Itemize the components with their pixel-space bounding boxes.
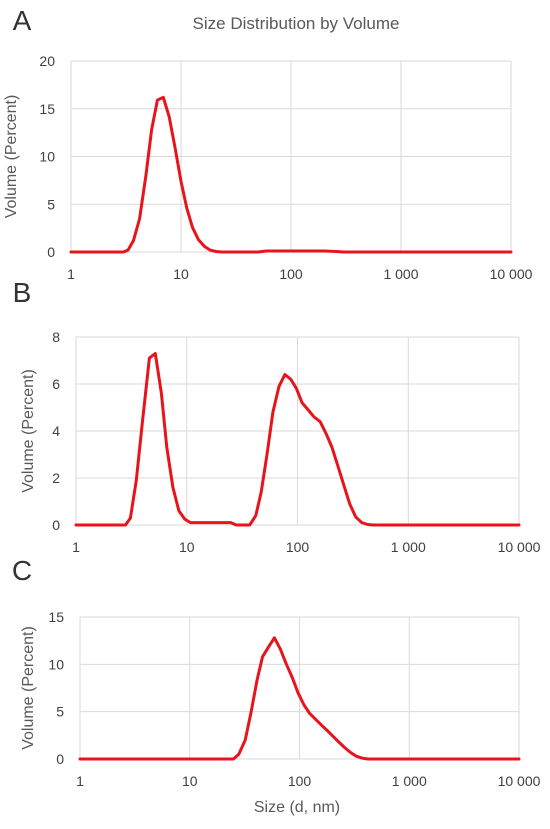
panel-c: C 0 5 10 15 1 10 100 1 000 10 000 Volume (Percent…: [12, 555, 541, 789]
panel-b-y-tick-label: 8: [52, 329, 60, 345]
panel-a-x-tick-label: 1 000: [383, 266, 418, 282]
panel-c-plot: 0 5 10 15 1 10 100 1 000 10 000 Volume (Percent): [20, 609, 541, 789]
panel-a-y-tick-label: 15: [39, 101, 55, 117]
panel-b-x-tick-label: 1: [72, 539, 80, 555]
panel-c-x-tick-label: 1: [76, 773, 84, 789]
panel-b-x-tick-label: 100: [286, 539, 310, 555]
panel-b-plot: 0 2 4 6 8 1 10 100 1 000 10 000 Volume (Percent): [20, 329, 541, 555]
panel-a-y-axis-title: Volume (Percent): [3, 95, 20, 219]
panel-c-y-tick-label: 15: [48, 609, 64, 625]
panel-b-y-tick-label: 6: [52, 376, 60, 392]
figure-title: Size Distribution by Volume: [193, 14, 400, 33]
panel-a-x-tick-label: 10 000: [490, 266, 533, 282]
panel-b-y-tick-label: 4: [52, 423, 60, 439]
panel-c-y-tick-label: 0: [56, 751, 64, 767]
panel-a-x-tick-label: 10: [173, 266, 189, 282]
panel-b-y-tick-label: 2: [52, 470, 60, 486]
panel-b-x-tick-label: 1 000: [391, 539, 426, 555]
panel-a-x-tick-label: 100: [279, 266, 303, 282]
panel-c-x-tick-label: 10 000: [498, 773, 541, 789]
panel-c-y-tick-label: 10: [48, 656, 64, 672]
panel-c-y-tick-label: 5: [56, 704, 64, 720]
panel-b-letter: B: [13, 277, 32, 308]
panel-a-letter: A: [13, 5, 32, 36]
x-axis-title: Size (d, nm): [254, 799, 340, 816]
panel-a-y-tick-label: 10: [39, 149, 55, 165]
panel-a-y-tick-label: 20: [39, 53, 55, 69]
panel-c-x-tick-label: 1 000: [392, 773, 427, 789]
panel-a-y-tick-label: 0: [47, 244, 55, 260]
panel-a-series-line: [69, 95, 513, 254]
panel-b-x-tick-label: 10 000: [498, 539, 541, 555]
panel-c-x-tick-label: 100: [288, 773, 312, 789]
panel-c-x-tick-label: 10: [182, 773, 198, 789]
panel-a-plot: 0 5 10 15 20 1 10 100 1 000 10 000 Volume (Percent…: [3, 53, 533, 282]
panel-b-y-tick-label: 0: [52, 517, 60, 533]
panel-c-letter: C: [12, 555, 32, 586]
panel-b: B 0 2 4 6 8 1 10 100 1 000 10 000 Volume (Percent): [13, 277, 541, 555]
panel-b-y-axis-title: Volume (Percent): [20, 369, 37, 493]
panel-a-y-tick-label: 5: [47, 196, 55, 212]
panel-c-series-line: [78, 636, 521, 761]
panel-a-x-tick-label: 1: [67, 266, 75, 282]
panel-c-y-axis-title: Volume (Percent): [20, 626, 37, 750]
panel-a: A 0 5 10 15 20 1 10 100 1 000 10 000 Volume (Perce…: [3, 5, 533, 282]
panel-b-series-line: [74, 352, 521, 527]
panel-b-x-tick-label: 10: [179, 539, 195, 555]
